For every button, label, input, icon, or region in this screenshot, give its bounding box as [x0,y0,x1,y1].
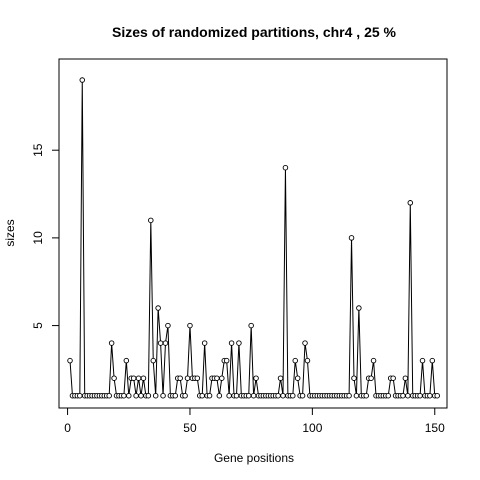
data-point [351,375,357,381]
data-point [187,322,193,329]
data-point [199,392,205,399]
data-point [130,375,137,381]
data-point [228,340,235,346]
data-point [152,392,159,399]
x-tick-label: 150 [425,421,445,435]
data-point [182,392,188,399]
x-tick-label: 0 [64,421,71,435]
data-point [121,392,127,399]
data-point [79,77,86,83]
series-sizes [67,77,440,399]
data-point [292,357,298,364]
data-point [277,375,284,381]
data-point [184,375,191,381]
data-point [250,392,257,399]
data-point [155,305,161,311]
data-point [363,392,369,399]
y-tick-label: 5 [31,322,45,329]
data-point [135,375,142,381]
data-point [419,357,426,364]
data-point [280,392,286,399]
data-point [353,392,360,399]
data-point [407,200,414,206]
data-point [236,340,242,346]
chart-title: Sizes of randomized partitions, chr4 , 2… [112,24,397,40]
data-point [299,392,306,399]
data-point [148,217,154,224]
data-point [111,375,117,381]
data-point [216,392,223,399]
data-point [140,375,147,381]
data-point [370,357,377,364]
data-point [194,375,201,381]
data-point [162,340,169,346]
data-point [206,392,213,399]
x-tick-label: 50 [183,421,197,435]
data-point [429,357,436,364]
data-point [150,357,156,364]
data-point [302,340,308,346]
data-point [275,392,281,399]
data-point [368,375,374,381]
data-point [223,357,230,364]
data-point [201,340,208,346]
data-point [106,392,112,399]
y-tick-label: 10 [31,231,45,245]
data-point [248,322,254,329]
data-point [434,392,440,399]
data-point [123,357,130,364]
y-axis: 5 10 15 [31,143,60,329]
data-point [282,164,289,171]
data-point [226,392,232,399]
data-point [165,322,171,329]
data-point [67,357,73,364]
data-point [290,392,296,399]
data-point [385,392,392,399]
data-point [348,235,355,241]
data-point [172,392,179,399]
x-axis: 0 50 100 150 [64,407,445,435]
data-point [356,305,362,311]
y-tick-label: 15 [31,143,45,157]
data-point [138,392,144,399]
data-point [294,375,301,381]
data-point [245,392,252,399]
data-point [145,392,152,399]
data-point [77,392,83,399]
data-point [304,357,311,364]
x-axis-label: Gene positions [214,451,294,465]
data-point [133,392,139,399]
data-point [402,375,409,381]
data-point [160,392,166,399]
data-point [233,392,240,399]
data-point [346,392,352,399]
x-tick-label: 100 [302,421,322,435]
data-point [427,392,433,399]
y-axis-label: sizes [3,219,17,246]
data-point [214,375,220,381]
data-point [417,392,423,399]
data-point [390,375,396,381]
data-point [157,340,164,346]
data-point [400,392,406,399]
data-point [177,375,183,381]
data-point [219,375,225,381]
data-point [108,340,115,346]
data-point [405,392,411,399]
data-point [126,392,132,399]
data-point [253,375,259,381]
